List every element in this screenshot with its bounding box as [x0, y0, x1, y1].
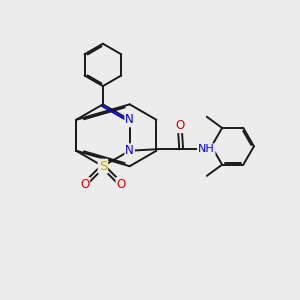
Text: O: O: [116, 178, 126, 191]
Text: O: O: [175, 119, 184, 132]
Text: N: N: [125, 113, 134, 126]
Text: NH: NH: [198, 144, 214, 154]
Text: O: O: [80, 178, 89, 191]
Text: S: S: [99, 160, 107, 173]
Text: N: N: [125, 144, 134, 157]
